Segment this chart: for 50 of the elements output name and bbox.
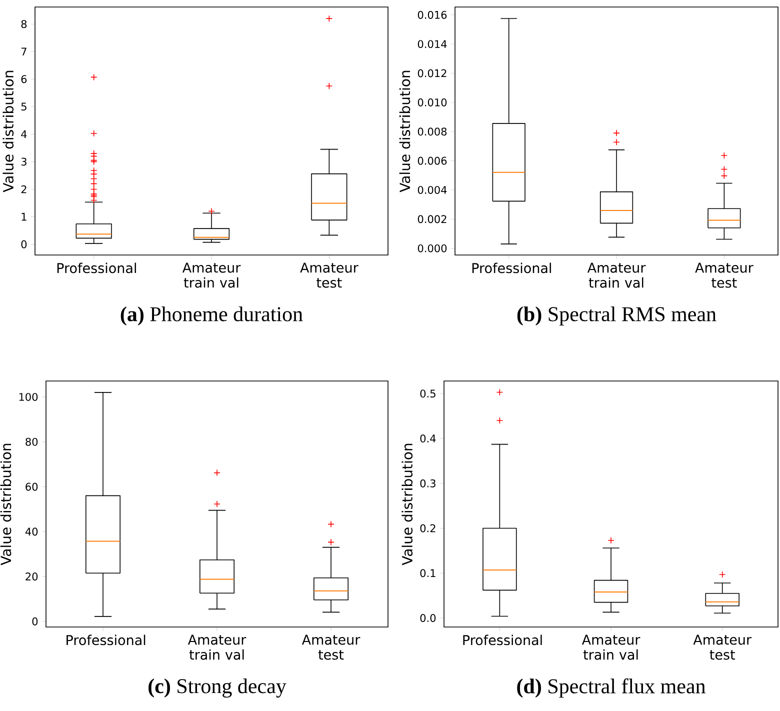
x-tick-label: Amateur train val [188,634,246,660]
y-tick-label: 0.008 [418,128,447,136]
y-tick-label: 8 [21,20,27,28]
y-tick-label: 0.014 [418,40,447,48]
y-tick-label: 20 [26,572,38,580]
y-tick-label: 60 [26,482,38,491]
y-tick-label: 0.2 [420,524,436,532]
y-tick-label: 0.004 [418,186,447,194]
y-tick-label: 100 [19,392,38,401]
y-tick-label: 0.006 [418,156,447,165]
x-tick-label: Professional [463,634,542,646]
y-tick-label: 0.0 [420,614,436,622]
x-tick-label: Amateur test [693,634,752,660]
y-tick-label: 0 [21,240,27,248]
y-axis-title: Value distribution [402,444,413,566]
y-tick-label: 0.012 [418,69,446,78]
y-tick-label: 0.4 [420,434,436,442]
y-axis-title: Value distribution [2,70,14,192]
x-tick-label: Amateur train val [587,262,646,288]
y-tick-label: 0.3 [420,479,436,488]
y-tick-label: 1 [22,212,26,221]
y-tick-label: 0.000 [418,244,447,252]
x-tick-label: Amateur test [302,634,360,660]
y-tick-label: 2 [21,185,26,194]
y-tick-label: 0.002 [418,215,446,224]
x-tick-label: Amateur test [695,262,754,288]
y-tick-label: 5 [21,102,26,111]
x-tick-label: Amateur test [300,262,358,288]
text: (c) Strong decay [148,678,286,698]
x-tick-label: Amateur train val [582,634,640,660]
text: (b) Spectral RMS mean [517,306,716,326]
y-tick-label: 6 [21,75,27,84]
y-tick-label: 0.1 [420,569,436,578]
y-tick-label: 3 [21,158,26,166]
x-tick-label: Professional [57,262,136,274]
y-tick-label: 0.010 [418,98,447,106]
y-tick-label: 0.016 [418,10,447,19]
text: (d) Spectral flux mean [517,678,706,698]
x-tick-label: Amateur train val [182,262,241,288]
x-tick-label: Professional [66,634,146,646]
y-axis-title: Value distribution [399,70,410,192]
y-tick-label: 7 [21,48,26,56]
y-tick-label: 0.5 [420,390,436,398]
y-tick-label: 80 [26,438,38,446]
y-tick-label: 4 [21,130,27,138]
y-tick-label: 40 [25,528,38,536]
text: (a) Phoneme duration [120,306,303,326]
y-axis-title: Value distribution [0,444,12,566]
x-tick-label: Professional [472,262,551,274]
y-tick-label: 0 [32,617,38,626]
